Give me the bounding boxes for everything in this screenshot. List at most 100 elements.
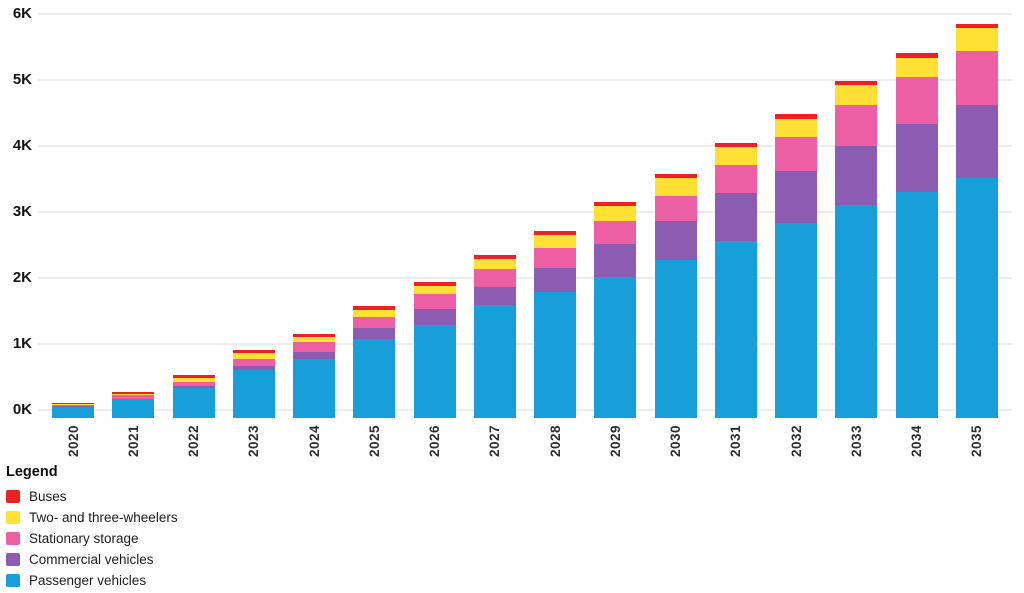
bar-segment-2033-buses xyxy=(835,80,878,86)
x-tick-label-2033: 2033 xyxy=(848,425,864,458)
y-tick-label-6K: 6K xyxy=(12,5,32,22)
bar-segment-2023-passenger-vehicles xyxy=(232,370,275,418)
legend-label: Passenger vehicles xyxy=(29,573,147,588)
bar-segment-2024-commercial-vehicles xyxy=(293,351,336,359)
legend-item-passenger-vehicles: Passenger vehicles xyxy=(6,570,178,591)
legend-item-buses: Buses xyxy=(6,486,178,507)
bar-segment-2030-stationary-storage xyxy=(654,195,697,221)
bar-segment-2026-passenger-vehicles xyxy=(413,324,456,418)
x-label-wrap: 2024 xyxy=(293,425,335,457)
y-tick-label-2K: 2K xyxy=(12,269,32,286)
bar-segment-2033-passenger-vehicles xyxy=(835,205,878,418)
x-label-wrap: 2022 xyxy=(173,425,215,457)
legend-label: Buses xyxy=(29,489,67,504)
y-tick-label-4K: 4K xyxy=(12,137,32,154)
y-tick-label-1K: 1K xyxy=(12,335,32,352)
legend-label: Commercial vehicles xyxy=(29,552,154,567)
x-tick-label-2025: 2025 xyxy=(366,425,382,458)
bar-segment-2027-two-and-three-wheelers xyxy=(473,258,516,269)
bar-segment-2035-buses xyxy=(955,23,998,28)
bar-segment-2032-passenger-vehicles xyxy=(775,223,818,418)
bar-segment-2031-buses xyxy=(714,142,757,148)
bar-segment-2022-buses xyxy=(172,375,215,378)
bar-segment-2033-commercial-vehicles xyxy=(835,146,878,206)
bar-segment-2025-commercial-vehicles xyxy=(353,328,396,340)
gridline-1K xyxy=(38,343,1012,345)
bar-group-2027: 2027 xyxy=(473,0,516,457)
bar-segment-2024-stationary-storage xyxy=(293,342,336,352)
y-tick-label-0K: 0K xyxy=(12,401,32,418)
bar-segment-2026-two-and-three-wheelers xyxy=(413,286,456,294)
x-label-wrap: 2020 xyxy=(52,425,94,457)
bar-segment-2026-stationary-storage xyxy=(413,293,456,310)
bar-segment-2020-commercial-vehicles xyxy=(52,406,94,407)
bar-segment-2025-buses xyxy=(353,306,396,311)
x-tick-label-2032: 2032 xyxy=(788,425,804,458)
bar-segment-2025-passenger-vehicles xyxy=(353,339,396,418)
bar-segment-2034-buses xyxy=(895,52,938,58)
bar-segment-2030-two-and-three-wheelers xyxy=(654,178,697,196)
x-tick-label-2028: 2028 xyxy=(547,425,563,458)
bar-segment-2021-buses xyxy=(112,392,155,395)
legend-swatch-icon xyxy=(6,490,20,503)
x-tick-label-2035: 2035 xyxy=(969,425,985,458)
bar-segment-2034-stationary-storage xyxy=(895,77,938,125)
x-label-wrap: 2021 xyxy=(112,425,154,457)
x-label-wrap: 2035 xyxy=(956,425,998,457)
bar-segment-2021-two-and-three-wheelers xyxy=(112,394,155,396)
bar-group-2031: 2031 xyxy=(714,0,757,457)
bar-segment-2020-passenger-vehicles xyxy=(52,406,94,418)
x-label-wrap: 2029 xyxy=(594,425,636,457)
bar-group-2023: 2023 xyxy=(232,0,275,457)
bar-segment-2029-passenger-vehicles xyxy=(594,276,637,418)
x-tick-label-2029: 2029 xyxy=(607,425,623,458)
bar-group-2029: 2029 xyxy=(594,0,637,457)
bar-segment-2027-commercial-vehicles xyxy=(473,286,516,306)
bar-segment-2021-stationary-storage xyxy=(112,395,155,399)
bar-segment-2024-two-and-three-wheelers xyxy=(293,336,336,343)
x-tick-label-2027: 2027 xyxy=(487,425,503,458)
legend-swatch-icon xyxy=(6,553,20,566)
bar-segment-2028-two-and-three-wheelers xyxy=(534,234,577,248)
bar-segment-2030-passenger-vehicles xyxy=(654,260,697,418)
x-label-wrap: 2027 xyxy=(474,425,516,457)
gridline-3K xyxy=(38,211,1012,213)
bar-segment-2035-two-and-three-wheelers xyxy=(955,27,998,51)
bar-segment-2020-two-and-three-wheelers xyxy=(52,404,94,405)
bar-segment-2035-passenger-vehicles xyxy=(955,178,998,418)
bar-segment-2027-passenger-vehicles xyxy=(473,305,516,418)
legend: Legend Buses Two- and three-wheelers Stati… xyxy=(6,464,178,591)
bar-segment-2026-commercial-vehicles xyxy=(413,309,456,325)
bar-segment-2023-two-and-three-wheelers xyxy=(232,353,275,360)
bar-group-2024: 2024 xyxy=(293,0,336,457)
bar-segment-2027-buses xyxy=(473,254,516,259)
bar-segment-2023-buses xyxy=(232,350,275,354)
bar-group-2022: 2022 xyxy=(172,0,215,457)
legend-swatch-icon xyxy=(6,532,20,545)
bar-segment-2029-stationary-storage xyxy=(594,221,637,244)
bar-segment-2031-commercial-vehicles xyxy=(714,192,757,241)
bar-segment-2029-commercial-vehicles xyxy=(594,243,637,277)
bar-segment-2023-stationary-storage xyxy=(232,359,275,366)
bar-segment-2028-commercial-vehicles xyxy=(534,267,577,292)
x-label-wrap: 2034 xyxy=(896,425,938,457)
legend-title: Legend xyxy=(6,464,58,480)
legend-item-commercial-vehicles: Commercial vehicles xyxy=(6,549,178,570)
bar-segment-2020-stationary-storage xyxy=(52,404,94,407)
bar-segment-2022-two-and-three-wheelers xyxy=(172,377,215,382)
bar-segment-2031-stationary-storage xyxy=(714,165,757,193)
legend-item-two-and-three-wheelers: Two- and three-wheelers xyxy=(6,507,178,528)
gridline-2K xyxy=(38,277,1012,279)
bar-group-2026: 2026 xyxy=(413,0,456,457)
plot-area: 0K 1K 2K 3K 4K 5K 6K 2020 2021 2022 2023 2024 2025 2… xyxy=(12,0,1012,458)
bar-segment-2033-two-and-three-wheelers xyxy=(835,85,878,106)
bar-segment-2020-buses xyxy=(52,403,94,405)
x-label-wrap: 2032 xyxy=(775,425,817,457)
bar-segment-2022-passenger-vehicles xyxy=(172,388,215,418)
bar-segment-2035-stationary-storage xyxy=(955,50,998,106)
x-tick-label-2026: 2026 xyxy=(427,425,443,458)
x-tick-label-2034: 2034 xyxy=(909,425,925,458)
bar-segment-2028-stationary-storage xyxy=(534,247,577,268)
x-label-wrap: 2033 xyxy=(835,425,877,457)
